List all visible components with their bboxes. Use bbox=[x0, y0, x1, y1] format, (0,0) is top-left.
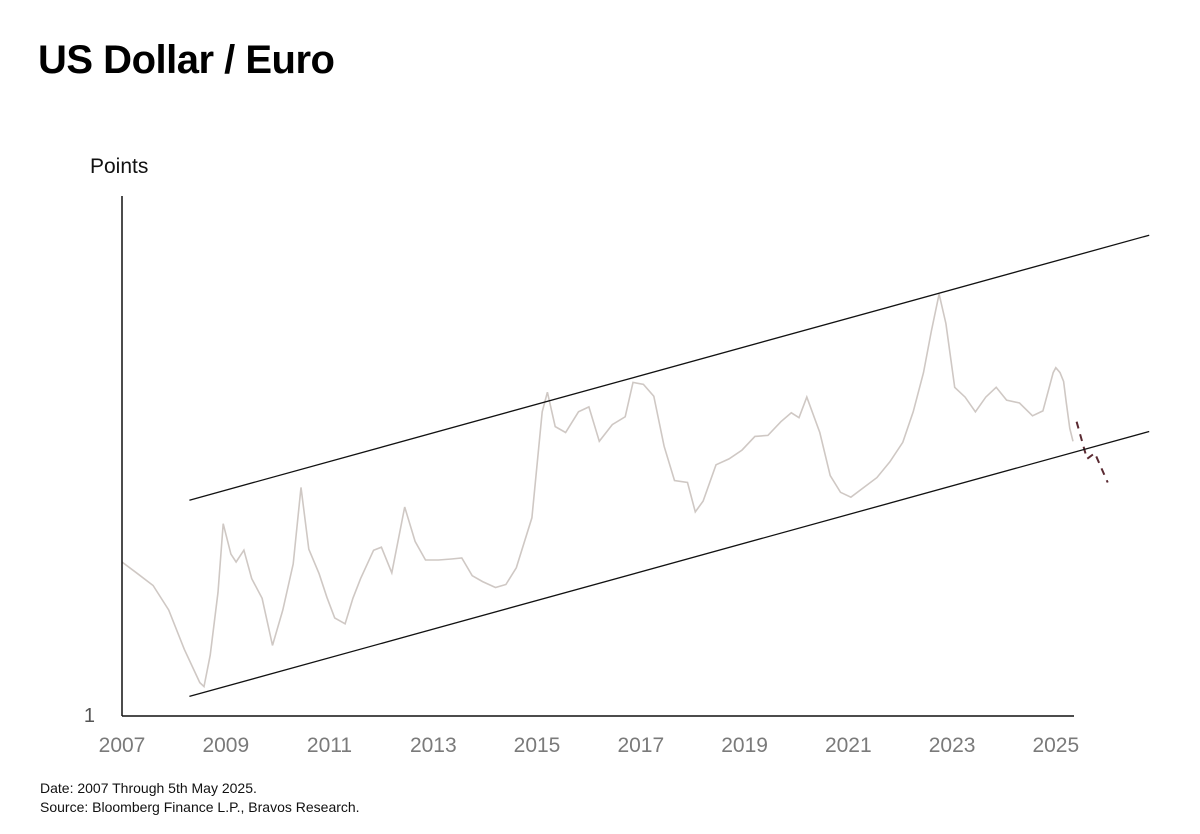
date-note: Date: 2007 Through 5th May 2025. bbox=[40, 780, 257, 796]
series-line-2 bbox=[1075, 421, 1109, 483]
series-line-1 bbox=[121, 293, 1074, 689]
x-tick-2023: 2023 bbox=[929, 734, 976, 757]
x-tick-2013: 2013 bbox=[410, 734, 457, 757]
source-note: Source: Bloomberg Finance L.P., Bravos R… bbox=[40, 799, 360, 815]
y-axis-label: Points bbox=[90, 155, 149, 178]
x-tick-2021: 2021 bbox=[825, 734, 872, 757]
x-tick-2025: 2025 bbox=[1032, 734, 1079, 757]
y-tick-labels: 1 bbox=[84, 705, 95, 727]
x-tick-2017: 2017 bbox=[617, 734, 664, 757]
x-tick-2015: 2015 bbox=[514, 734, 561, 757]
x-tick-2019: 2019 bbox=[721, 734, 768, 757]
x-tick-2007: 2007 bbox=[99, 734, 146, 757]
x-tick-labels: 2007 2009 2011 2013 2015 2017 2019 2021 2023 2025 bbox=[99, 734, 1080, 757]
x-tick-2011: 2011 bbox=[307, 734, 352, 757]
chart-footer: Date: 2007 Through 5th May 2025. Source:… bbox=[40, 779, 360, 817]
plot-area bbox=[121, 234, 1150, 698]
series-line-3 bbox=[189, 234, 1150, 501]
y-tick-1: 1 bbox=[84, 705, 95, 727]
chart-title: US Dollar / Euro bbox=[38, 38, 335, 82]
x-tick-2009: 2009 bbox=[202, 734, 249, 757]
series-line-4 bbox=[189, 430, 1150, 698]
